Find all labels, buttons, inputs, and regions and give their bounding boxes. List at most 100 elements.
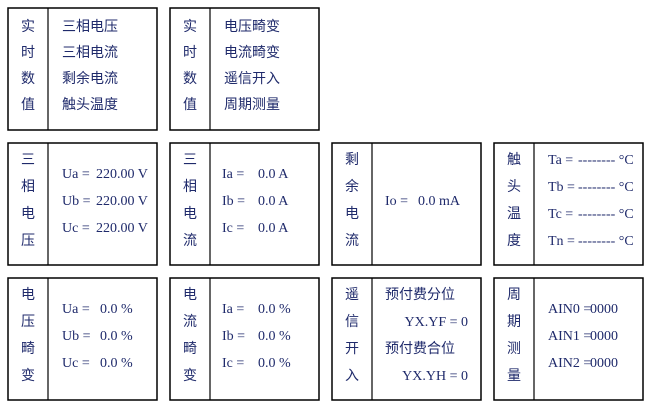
panel-label: 相 [183, 179, 197, 195]
menu-item: 剩余电流 [62, 70, 118, 87]
menu-label: 数 [183, 71, 197, 87]
menu-label: 值 [183, 97, 197, 113]
panel-label: 畸 [21, 341, 35, 357]
row-value: 0.0 A [258, 221, 289, 236]
row-name: Ic = [222, 221, 244, 236]
row-value: -------- °C [578, 153, 634, 168]
panel-label: 电 [183, 206, 197, 222]
row-value: 220.00 V [96, 221, 148, 236]
row-name: Tb = [548, 180, 575, 195]
panel-box [493, 277, 644, 401]
row-name: 预付费合位 [385, 341, 455, 357]
row-name: Ta = [548, 153, 573, 168]
menu-label: 时 [183, 45, 197, 61]
panel-label: 度 [507, 233, 521, 249]
row-value: 0.0 A [258, 167, 289, 182]
panel-label: 开 [345, 342, 359, 357]
row-name: Ub = [62, 329, 91, 344]
row-value: 0.0 % [258, 302, 291, 317]
panel-label: 量 [507, 368, 521, 384]
menu-item: 电流畸变 [224, 45, 280, 61]
menu-label: 实 [21, 19, 35, 35]
panel-label: 余 [345, 178, 359, 195]
menu-item: 三相电压 [62, 19, 118, 35]
row-value: 0.0 mA [418, 194, 461, 209]
row-name: AIN2 = [548, 356, 591, 371]
menu-item: 电压畸变 [224, 19, 280, 35]
panel-box [331, 142, 482, 266]
panel-box [169, 277, 320, 401]
row-name: Ua = [62, 167, 90, 182]
row-name: Ua = [62, 302, 90, 317]
row-name: AIN0 = [548, 302, 591, 317]
panel-label: 流 [183, 314, 197, 330]
panel-label: 电 [21, 287, 35, 303]
panel-box [7, 277, 158, 401]
panel-box [169, 142, 320, 266]
row-value: 220.00 V [96, 167, 148, 182]
panel-label: 电 [21, 206, 35, 222]
row-name: 预付费分位 [385, 287, 455, 303]
menu-item: 周期测量 [224, 97, 280, 113]
panel-label: 头 [507, 179, 521, 195]
panel-label: 剩 [345, 152, 359, 168]
row-value: 0000 [590, 302, 618, 317]
row-value: -------- °C [578, 234, 634, 249]
menu-label: 实 [183, 19, 197, 35]
row-value: YX.YF = 0 [404, 315, 468, 330]
panel-label: 温 [507, 206, 521, 222]
panel-label: 相 [21, 179, 35, 195]
menu-label: 数 [21, 71, 35, 87]
row-value: 0.0 % [258, 356, 291, 371]
panel-label: 流 [345, 233, 359, 249]
panel-label: 测 [507, 341, 521, 357]
panel-label: 信 [345, 314, 359, 330]
row-name: Ia = [222, 302, 244, 317]
menu-item: 三相电流 [62, 45, 118, 61]
panel-label: 变 [183, 368, 197, 384]
row-name: Ub = [62, 194, 91, 209]
row-value: 0000 [590, 356, 618, 371]
row-name: Io = [385, 194, 408, 209]
row-value: 220.00 V [96, 194, 148, 209]
panel-label: 变 [21, 368, 35, 384]
panel-label: 期 [507, 314, 521, 330]
row-name: Tc = [548, 207, 573, 222]
row-name: Uc = [62, 356, 90, 371]
panel-box [493, 142, 644, 266]
menu-label: 时 [21, 45, 35, 61]
panel-label: 电 [183, 287, 197, 303]
row-value: -------- °C [578, 180, 634, 195]
row-name: Ia = [222, 167, 244, 182]
panel-box [331, 277, 482, 401]
menu-box [169, 7, 320, 131]
row-value: 0.0 A [258, 194, 289, 209]
row-name: Ib = [222, 194, 245, 209]
row-name: Uc = [62, 221, 90, 236]
row-value: 0.0 % [100, 329, 133, 344]
menu-item: 遥信开入 [224, 71, 280, 87]
row-name: AIN1 = [548, 329, 591, 344]
row-value: 0.0 % [258, 329, 291, 344]
row-value: YX.YH = 0 [402, 369, 468, 384]
panel-label: 压 [21, 315, 35, 330]
row-value: -------- °C [578, 207, 634, 222]
panel-label: 遥 [345, 287, 359, 303]
panel-label: 周 [507, 288, 521, 303]
panel-label: 触 [507, 152, 521, 168]
row-value: 0.0 % [100, 356, 133, 371]
panel-box [7, 142, 158, 266]
row-name: Ib = [222, 329, 245, 344]
menu-box [7, 7, 158, 131]
panel-label: 三 [183, 153, 197, 168]
menu-item: 触头温度 [62, 97, 118, 113]
menu-label: 值 [21, 97, 35, 113]
row-value: 0.0 % [100, 302, 133, 317]
panel-label: 压 [21, 234, 35, 249]
row-name: Tn = [548, 234, 575, 249]
row-value: 0000 [590, 329, 618, 344]
panel-label: 电 [345, 206, 359, 222]
panel-label: 三 [21, 153, 35, 168]
panel-label: 流 [183, 233, 197, 249]
